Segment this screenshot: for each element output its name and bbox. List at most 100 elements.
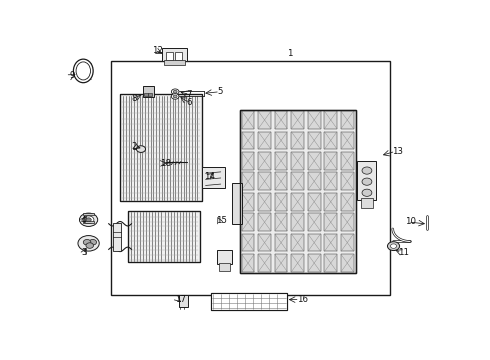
Bar <box>275 152 288 170</box>
Bar <box>275 213 288 231</box>
Bar <box>324 152 337 170</box>
Bar <box>308 234 320 251</box>
Bar <box>291 172 304 190</box>
Text: 16: 16 <box>297 295 308 304</box>
Circle shape <box>388 242 400 251</box>
Bar <box>308 172 320 190</box>
Bar <box>175 51 182 60</box>
Ellipse shape <box>74 59 93 83</box>
Bar <box>324 131 337 149</box>
Bar <box>258 131 271 149</box>
Text: 2: 2 <box>132 142 137 151</box>
Text: 3: 3 <box>81 248 87 257</box>
Circle shape <box>173 90 177 93</box>
Circle shape <box>362 178 372 185</box>
Text: 9: 9 <box>70 71 75 80</box>
Bar <box>166 51 172 60</box>
Circle shape <box>79 213 98 226</box>
Bar <box>341 172 354 190</box>
Bar <box>258 254 271 272</box>
Circle shape <box>173 95 177 98</box>
Text: 10: 10 <box>405 217 416 226</box>
Bar <box>324 111 337 129</box>
Bar <box>240 110 356 273</box>
Circle shape <box>172 89 179 94</box>
Bar <box>211 293 287 310</box>
Text: 6: 6 <box>187 98 192 107</box>
Ellipse shape <box>76 62 91 80</box>
Bar <box>242 254 254 272</box>
Text: 1: 1 <box>287 49 293 58</box>
Bar <box>275 234 288 251</box>
Bar <box>308 131 320 149</box>
Bar <box>258 172 271 190</box>
Text: 4: 4 <box>80 216 86 225</box>
Bar <box>242 213 254 231</box>
Circle shape <box>86 243 94 248</box>
Text: 15: 15 <box>216 216 227 225</box>
Bar <box>128 211 200 262</box>
Bar <box>291 152 304 170</box>
Bar <box>83 213 94 215</box>
Bar <box>341 234 354 251</box>
Text: 17: 17 <box>175 295 186 304</box>
Bar <box>120 94 202 201</box>
Circle shape <box>362 189 372 196</box>
Text: 14: 14 <box>204 172 215 181</box>
Bar <box>341 111 354 129</box>
Text: 12: 12 <box>151 46 163 55</box>
Circle shape <box>86 218 91 222</box>
Text: 18: 18 <box>160 159 171 168</box>
Circle shape <box>136 146 146 152</box>
Bar <box>291 234 304 251</box>
Bar <box>308 213 320 231</box>
Bar <box>179 296 189 307</box>
Bar <box>341 213 354 231</box>
Bar <box>357 161 376 200</box>
Bar <box>341 152 354 170</box>
Text: 11: 11 <box>398 248 410 257</box>
Bar <box>219 263 230 270</box>
Bar <box>308 152 320 170</box>
Bar <box>291 131 304 149</box>
Bar <box>148 93 151 96</box>
Circle shape <box>83 216 94 224</box>
Bar <box>341 254 354 272</box>
Bar <box>242 131 254 149</box>
Bar <box>211 293 287 310</box>
Bar <box>324 172 337 190</box>
Bar <box>324 234 337 251</box>
Bar <box>341 131 354 149</box>
Bar <box>324 213 337 231</box>
Circle shape <box>83 239 91 245</box>
Circle shape <box>391 244 396 248</box>
Bar <box>275 254 288 272</box>
Bar <box>242 193 254 211</box>
Bar <box>242 152 254 170</box>
Bar <box>275 172 288 190</box>
Bar <box>291 254 304 272</box>
Bar <box>258 234 271 251</box>
Bar <box>275 111 288 129</box>
Bar <box>308 111 320 129</box>
Bar <box>308 193 320 211</box>
Bar <box>275 193 288 211</box>
Circle shape <box>362 167 372 174</box>
Bar <box>143 86 153 97</box>
Bar <box>291 193 304 211</box>
Circle shape <box>78 235 99 251</box>
Bar <box>341 193 354 211</box>
Text: 7: 7 <box>187 90 192 99</box>
Bar <box>113 223 121 251</box>
Text: 13: 13 <box>392 147 403 156</box>
Bar <box>258 111 271 129</box>
Circle shape <box>89 239 97 245</box>
Bar <box>258 193 271 211</box>
Bar <box>275 131 288 149</box>
Bar <box>144 93 148 96</box>
Bar <box>111 61 390 296</box>
Bar <box>232 183 242 224</box>
Bar <box>291 213 304 231</box>
Text: 5: 5 <box>217 87 222 96</box>
Circle shape <box>172 94 179 99</box>
